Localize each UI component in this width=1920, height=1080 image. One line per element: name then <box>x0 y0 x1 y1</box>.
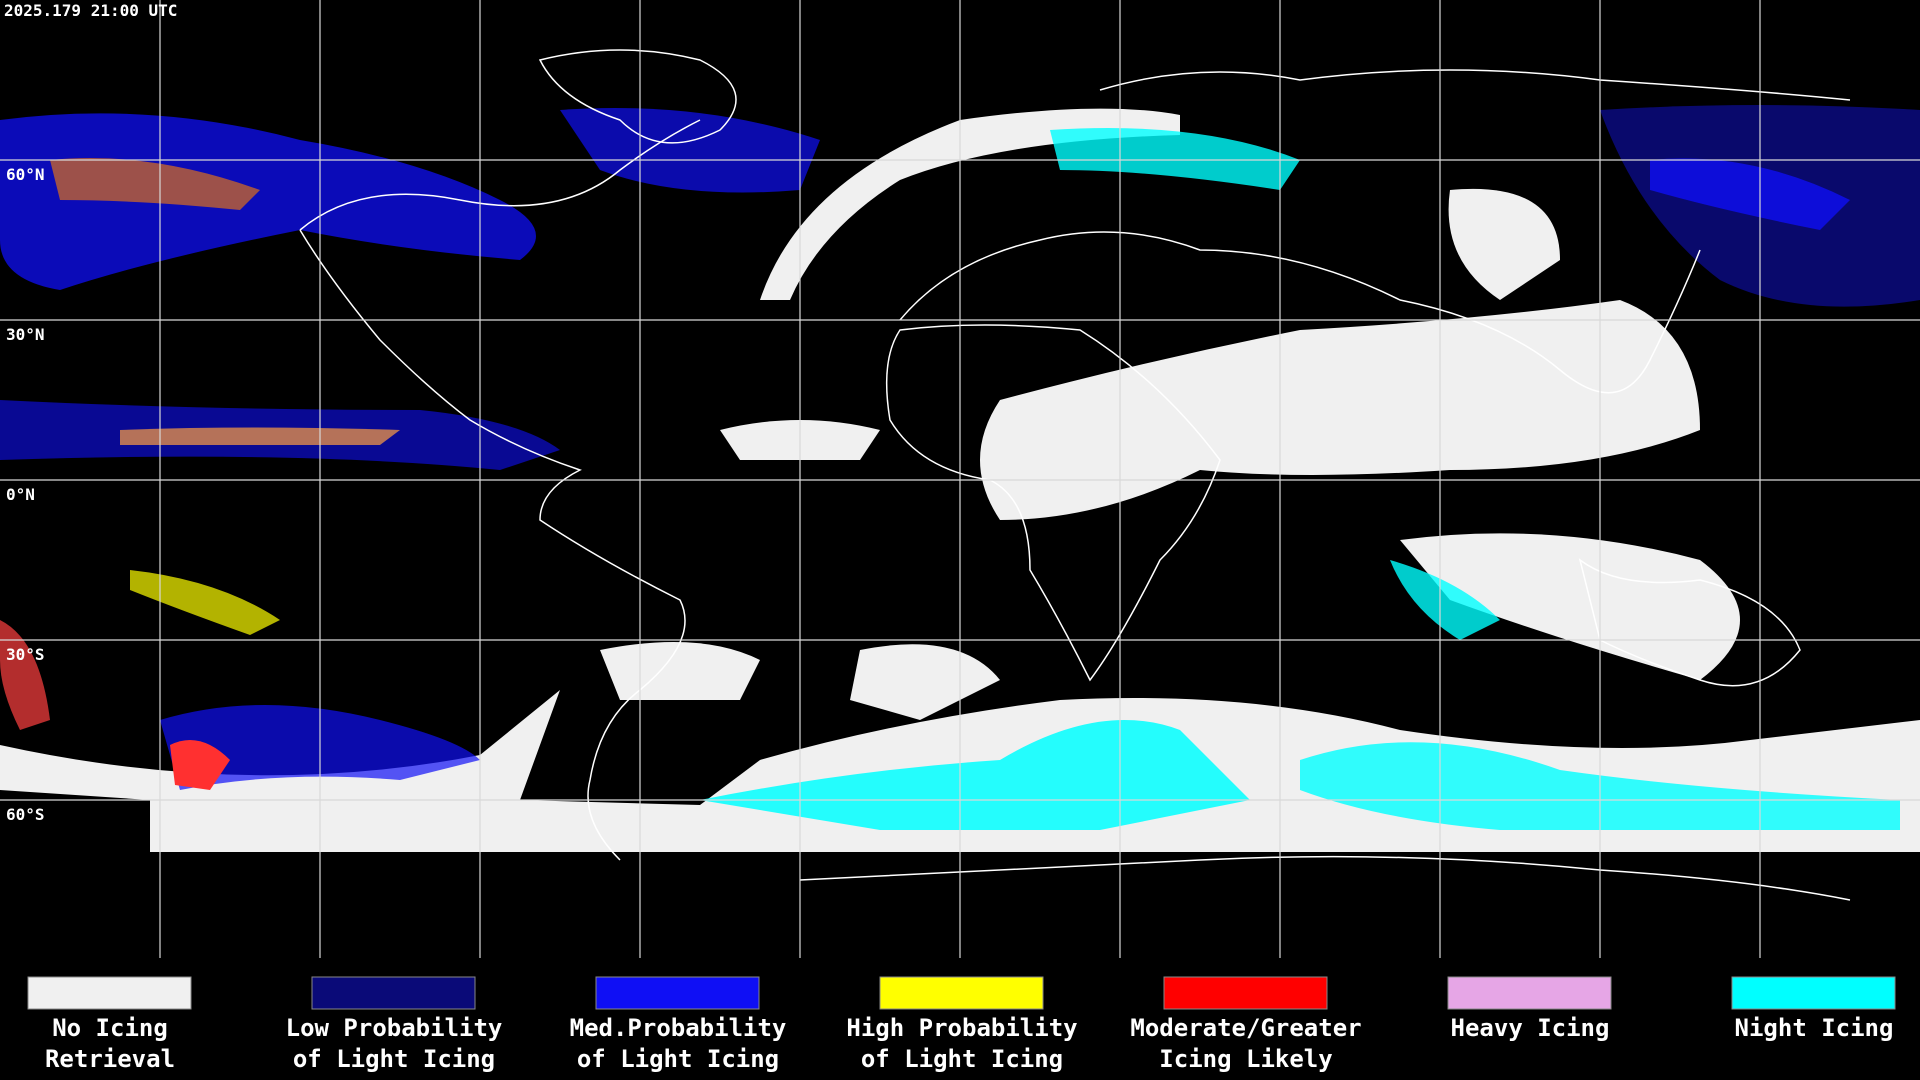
icing-area <box>130 570 280 635</box>
latitude-label: 30°S <box>6 645 45 664</box>
night-icing-area <box>700 720 1250 830</box>
coastline <box>538 49 737 144</box>
latitude-label: 0°N <box>6 485 35 504</box>
latitude-label: 60°N <box>6 165 45 184</box>
legend-swatch <box>1163 976 1328 1010</box>
icing-area <box>1650 158 1850 230</box>
cloud-patch <box>980 300 1700 520</box>
legend-label: Moderate/Greater <box>1130 1014 1361 1042</box>
coastline <box>1099 69 1851 101</box>
legend-label: High Probability <box>846 1014 1077 1042</box>
legend-label: Med.Probability <box>570 1014 787 1042</box>
legend-swatch <box>27 976 192 1010</box>
legend-label: of Light Icing <box>293 1045 495 1073</box>
latitude-label: 60°S <box>6 805 45 824</box>
cloud-patch <box>850 644 1000 720</box>
icing-area <box>50 158 260 210</box>
cloud-patch <box>1400 533 1740 680</box>
night-icing-area <box>1050 128 1300 190</box>
coastline <box>299 229 686 861</box>
legend-label: Night Icing <box>1735 1014 1894 1042</box>
icing-area <box>0 620 50 730</box>
icing-area <box>560 108 820 193</box>
night-icing-area <box>1390 560 1500 640</box>
graticule <box>0 0 1920 958</box>
cloud-patch <box>1448 188 1560 300</box>
coastline <box>799 855 1851 901</box>
icing-area <box>170 740 230 790</box>
legend-swatch <box>879 976 1044 1010</box>
legend: No Icing Retrieval Low Probability of Light… <box>27 976 1896 1073</box>
coastline <box>299 119 701 231</box>
coastline <box>1578 558 1801 687</box>
legend-label: Heavy Icing <box>1451 1014 1610 1042</box>
legend-label: No Icing <box>52 1014 168 1042</box>
legend-label: of Light Icing <box>861 1045 1063 1073</box>
coastline <box>885 324 1221 682</box>
latitude-label: 30°N <box>6 325 45 344</box>
legend-label: Low Probability <box>286 1014 503 1042</box>
legend-label: Retrieval <box>45 1045 175 1073</box>
legend-swatch <box>311 976 476 1010</box>
icing-area <box>120 427 400 445</box>
legend-label: of Light Icing <box>577 1045 779 1073</box>
coastline <box>899 231 1701 394</box>
cloud-patch <box>600 642 760 700</box>
coastlines <box>299 49 1851 901</box>
legend-swatch <box>595 976 760 1010</box>
timestamp: 2025.179 21:00 UTC <box>4 1 177 20</box>
legend-swatch <box>1447 976 1612 1010</box>
cloud-arc <box>760 108 1180 300</box>
icing-area <box>0 113 536 290</box>
legend-label: Icing Likely <box>1159 1045 1332 1073</box>
legend-swatch <box>1731 976 1896 1010</box>
latitude-labels: 60°N 30°N 0°N 30°S 60°S <box>6 165 45 824</box>
